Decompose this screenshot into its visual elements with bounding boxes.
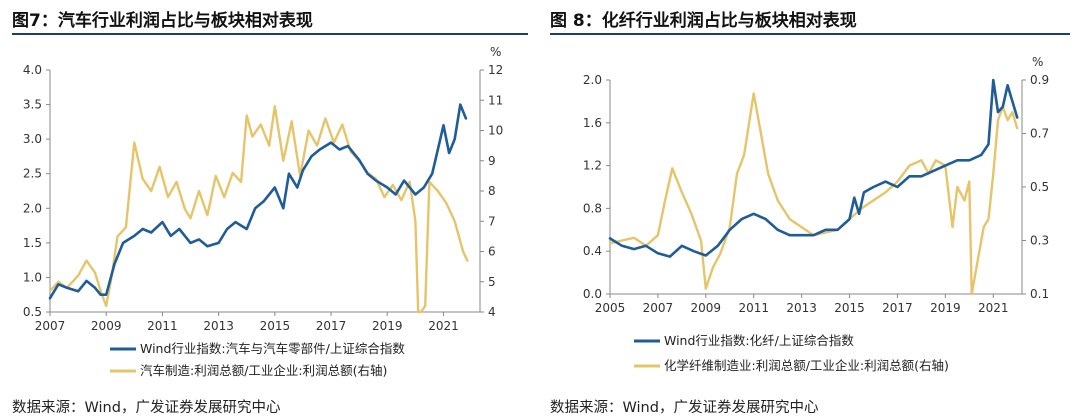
right-y-tick-label: 0.5 xyxy=(1030,180,1049,194)
x-tick-label: 2019 xyxy=(372,319,403,333)
right-y-tick-label: 0.9 xyxy=(1030,73,1049,87)
right-y-tick-label: 6 xyxy=(488,245,496,259)
left-y-tick-label: 0.4 xyxy=(583,244,602,258)
figure-8-title: 图 8：化纤行业利润占比与板块相对表现 xyxy=(550,11,857,31)
right-y-tick-label: 11 xyxy=(488,93,503,107)
right-y-tick-label: 0.1 xyxy=(1030,287,1049,301)
figure-7-chart: 0.5 1.0 1.5 2.0 2.5 3.0 3.5 4.0 4 5 6 7 8 9 10 11 12% 200… xyxy=(23,45,503,378)
legend-label: Wind行业指数:汽车与汽车零部件/上证综合指数 xyxy=(140,341,405,356)
x-tick-label: 2013 xyxy=(786,301,817,315)
x-tick-label: 2009 xyxy=(691,301,722,315)
figure-7-title-rule xyxy=(12,33,528,35)
right-y-tick-label: 4 xyxy=(488,305,496,319)
figure-7-source: 数据来源：Wind，广发证券发展研究中心 xyxy=(12,400,281,416)
figure-8-chart: 0.0 0.4 0.8 1.2 1.6 2.0 0.1 0.3 0.5 0.7 0.9% 2005 20… xyxy=(583,55,1049,373)
legend-label: 化学纤维制造业:利润总额/工业企业:利润总额(右轴) xyxy=(664,358,949,373)
right-y-tick-label: 0.7 xyxy=(1030,127,1049,141)
left-y-tick-label: 2.0 xyxy=(583,73,602,87)
x-tick-label: 2005 xyxy=(595,301,626,315)
figure-8-source: 数据来源：Wind，广发证券发展研究中心 xyxy=(550,400,819,416)
x-tick-label: 2011 xyxy=(738,301,769,315)
left-y-tick-label: 1.0 xyxy=(23,270,42,284)
left-y-tick-label: 4.0 xyxy=(23,63,42,77)
left-y-tick-label: 3.0 xyxy=(23,132,42,146)
right-y-unit: % xyxy=(1032,55,1043,69)
right-y-tick-label: 9 xyxy=(488,154,496,168)
legend-label: 汽车制造:利润总额/工业企业:利润总额(右轴) xyxy=(140,363,387,378)
x-tick-label: 2009 xyxy=(91,319,122,333)
right-y-tick-label: 0.3 xyxy=(1030,234,1049,248)
left-y-tick-label: 3.5 xyxy=(23,98,42,112)
right-y-unit: % xyxy=(490,45,501,59)
figure-8-panel: 图 8：化纤行业利润占比与板块相对表现 0.0 0.4 0.8 1.2 1.6 2.0 0.… xyxy=(540,0,1080,420)
right-y-tick-label: 7 xyxy=(488,214,496,228)
left-y-tick-label: 0.8 xyxy=(583,201,602,215)
right-y-tick-label: 5 xyxy=(488,275,496,289)
x-tick-label: 2007 xyxy=(35,319,66,333)
figure-7-title: 图7：汽车行业利润占比与板块相对表现 xyxy=(12,11,313,31)
left-axis-series-line xyxy=(48,103,468,300)
x-tick-label: 2017 xyxy=(316,319,347,333)
left-y-tick-label: 2.0 xyxy=(23,201,42,215)
figure-7-panel: 图7：汽车行业利润占比与板块相对表现 0.5 1.0 1.5 2.0 2.5 3.0 3.5… xyxy=(12,11,528,416)
right-y-tick-label: 12 xyxy=(488,63,503,77)
right-axis-series-line xyxy=(48,105,469,314)
left-y-tick-label: 1.5 xyxy=(23,236,42,250)
right-axis-series-line xyxy=(608,92,1019,296)
left-axis-series-line xyxy=(608,78,1019,258)
left-y-tick-label: 2.5 xyxy=(23,167,42,181)
x-tick-label: 2021 xyxy=(978,301,1009,315)
x-tick-label: 2013 xyxy=(203,319,234,333)
left-y-tick-label: 1.6 xyxy=(583,116,602,130)
left-y-tick-label: 0.0 xyxy=(583,287,602,301)
x-tick-label: 2007 xyxy=(643,301,674,315)
x-tick-label: 2015 xyxy=(260,319,291,333)
x-tick-label: 2015 xyxy=(834,301,865,315)
x-tick-label: 2019 xyxy=(930,301,961,315)
right-y-tick-label: 10 xyxy=(488,124,503,138)
x-tick-label: 2011 xyxy=(147,319,178,333)
left-y-tick-label: 1.2 xyxy=(583,159,602,173)
x-tick-label: 2021 xyxy=(428,319,459,333)
x-tick-label: 2017 xyxy=(882,301,913,315)
right-y-tick-label: 8 xyxy=(488,184,496,198)
legend-label: Wind行业指数:化纤/上证综合指数 xyxy=(664,333,854,348)
left-y-tick-label: 0.5 xyxy=(23,305,42,319)
figure-8-title-rule xyxy=(550,33,1070,35)
